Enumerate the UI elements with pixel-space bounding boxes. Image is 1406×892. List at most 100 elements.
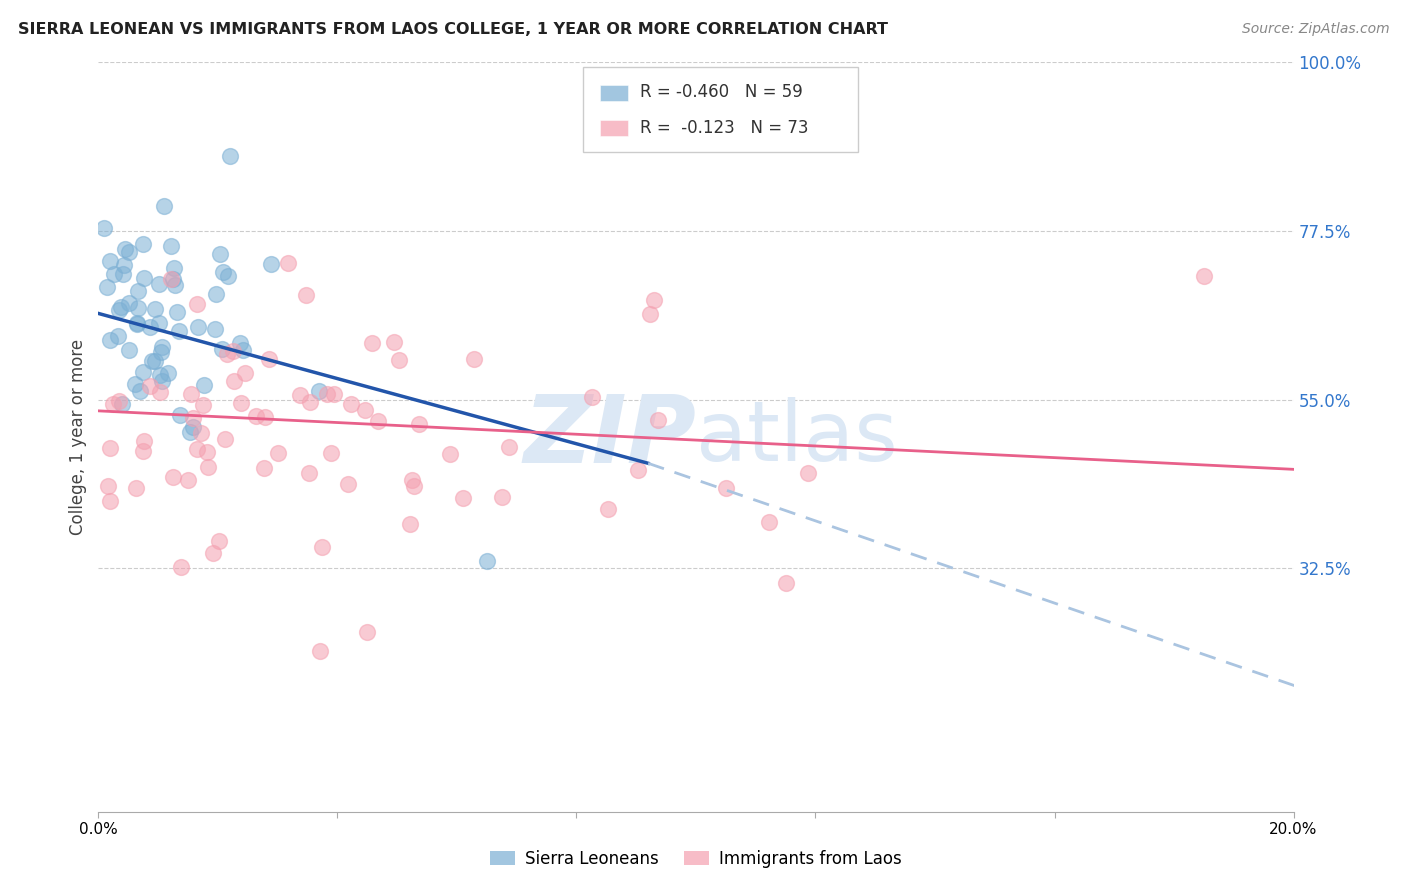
Point: [166, 304, 188, 318]
Point: [714, 481, 737, 495]
Point: [193, 377, 215, 392]
Point: [222, 374, 245, 388]
Point: [758, 515, 780, 529]
Point: [257, 351, 280, 366]
Point: [581, 390, 603, 404]
Point: [647, 413, 669, 427]
Point: [96, 280, 118, 294]
Point: [118, 296, 141, 310]
Point: [149, 384, 172, 399]
Point: [208, 247, 231, 261]
Point: [177, 473, 200, 487]
Point: [181, 419, 204, 434]
Point: [1192, 268, 1215, 283]
Point: [451, 491, 474, 506]
Point: [132, 236, 155, 251]
Point: [181, 411, 204, 425]
Point: [211, 342, 233, 356]
Point: [117, 343, 139, 357]
Point: [217, 269, 239, 284]
Point: [150, 345, 173, 359]
Point: [298, 466, 321, 480]
Point: [463, 351, 485, 366]
Point: [775, 576, 797, 591]
Point: [475, 554, 498, 568]
Point: [125, 481, 148, 495]
Point: [162, 272, 184, 286]
Point: [160, 239, 183, 253]
Point: [103, 267, 125, 281]
Point: [180, 387, 202, 401]
Point: [408, 417, 430, 431]
Point: [187, 320, 209, 334]
Text: SIERRA LEONEAN VS IMMIGRANTS FROM LAOS COLLEGE, 1 YEAR OR MORE CORRELATION CHART: SIERRA LEONEAN VS IMMIGRANTS FROM LAOS C…: [18, 22, 889, 37]
Point: [148, 277, 170, 292]
Point: [401, 473, 423, 487]
Point: [308, 643, 330, 657]
Point: [356, 624, 378, 639]
Point: [114, 242, 136, 256]
Point: [97, 479, 120, 493]
Point: [112, 258, 135, 272]
Point: [640, 307, 662, 321]
Point: [125, 316, 148, 330]
Point: [132, 271, 155, 285]
Point: [260, 257, 283, 271]
Point: [159, 271, 181, 285]
Point: [253, 410, 276, 425]
Point: [337, 477, 360, 491]
Point: [179, 425, 201, 440]
Point: [215, 347, 238, 361]
Point: [132, 366, 155, 380]
Point: [222, 344, 245, 359]
Point: [124, 376, 146, 391]
Point: [98, 254, 121, 268]
Point: [98, 333, 121, 347]
Point: [321, 446, 343, 460]
Point: [186, 442, 208, 456]
Legend: Sierra Leoneans, Immigrants from Laos: Sierra Leoneans, Immigrants from Laos: [484, 843, 908, 874]
Point: [339, 397, 361, 411]
Point: [197, 460, 219, 475]
Point: [295, 288, 318, 302]
Point: [153, 199, 176, 213]
Point: [598, 502, 620, 516]
Point: [141, 354, 163, 368]
Point: [253, 460, 276, 475]
Point: [111, 268, 134, 282]
Point: [202, 546, 225, 560]
Point: [103, 397, 125, 411]
Point: [796, 466, 818, 480]
Point: [204, 321, 226, 335]
Point: [627, 463, 650, 477]
Point: [361, 336, 384, 351]
Point: [150, 374, 173, 388]
Point: [127, 284, 149, 298]
Point: [134, 434, 156, 448]
Point: [93, 221, 115, 235]
Point: [98, 441, 121, 455]
Point: [491, 491, 513, 505]
Point: [107, 329, 129, 343]
Point: [149, 368, 172, 383]
Point: [162, 469, 184, 483]
Point: [132, 444, 155, 458]
Point: [245, 409, 267, 423]
Point: [157, 366, 180, 380]
Point: [205, 286, 228, 301]
Point: [207, 533, 229, 548]
Point: [308, 384, 330, 399]
Point: [139, 319, 162, 334]
Point: [298, 395, 321, 409]
Point: [643, 293, 665, 307]
Point: [231, 396, 253, 410]
Point: [498, 440, 520, 454]
Point: [127, 317, 149, 331]
Point: [267, 445, 290, 459]
Point: [127, 301, 149, 315]
Point: [228, 335, 250, 350]
Point: [354, 402, 377, 417]
Point: [382, 334, 405, 349]
Point: [219, 149, 242, 163]
Text: Source: ZipAtlas.com: Source: ZipAtlas.com: [1241, 22, 1389, 37]
